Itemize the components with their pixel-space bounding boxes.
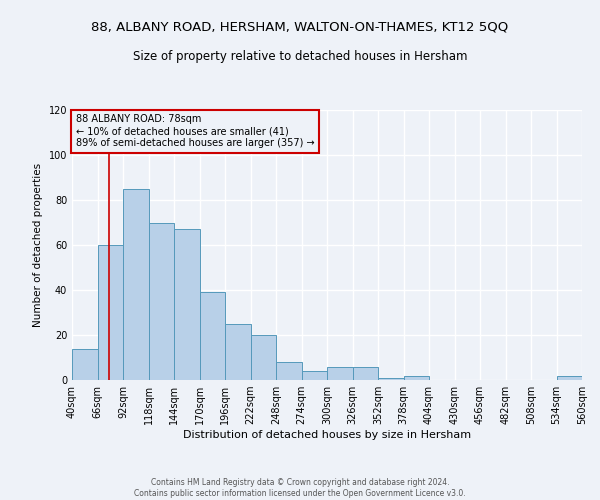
Text: Contains HM Land Registry data © Crown copyright and database right 2024.
Contai: Contains HM Land Registry data © Crown c… (134, 478, 466, 498)
Bar (200, 292, 225, 380)
Text: 88, ALBANY ROAD, HERSHAM, WALTON-ON-THAMES, KT12 5QQ: 88, ALBANY ROAD, HERSHAM, WALTON-ON-THAM… (91, 20, 509, 33)
Bar (378, 378, 404, 380)
Y-axis label: Number of detached properties: Number of detached properties (33, 163, 43, 327)
Bar (302, 371, 327, 380)
Bar (327, 366, 353, 380)
Text: Size of property relative to detached houses in Hersham: Size of property relative to detached ho… (133, 50, 467, 63)
Bar (149, 222, 174, 380)
Text: 88 ALBANY ROAD: 78sqm
← 10% of detached houses are smaller (41)
89% of semi-deta: 88 ALBANY ROAD: 78sqm ← 10% of detached … (76, 114, 314, 148)
Bar (353, 366, 378, 380)
Bar (276, 362, 302, 380)
Bar (97, 245, 123, 380)
Bar (557, 376, 582, 380)
Bar (174, 229, 199, 380)
Bar (225, 324, 251, 380)
Bar (404, 376, 429, 380)
Bar (251, 335, 276, 380)
Bar (72, 348, 97, 380)
X-axis label: Distribution of detached houses by size in Hersham: Distribution of detached houses by size … (183, 430, 471, 440)
Bar (123, 188, 149, 380)
